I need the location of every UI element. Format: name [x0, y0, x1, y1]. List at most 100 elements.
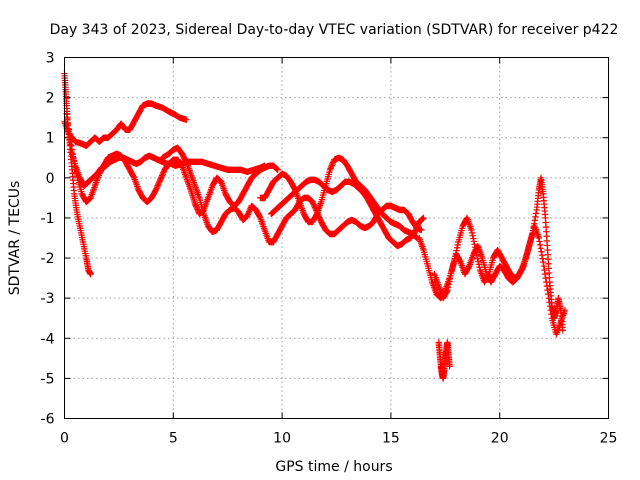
data-point	[73, 168, 80, 176]
data-point	[64, 115, 71, 123]
x-tick-label: 0	[60, 431, 69, 447]
data-points	[61, 70, 569, 382]
data-point	[183, 116, 190, 123]
data-point	[69, 150, 76, 157]
data-point	[411, 228, 419, 236]
data-point	[311, 202, 318, 210]
data-point	[414, 221, 422, 229]
series-arc-h	[415, 174, 567, 334]
data-point	[538, 248, 545, 255]
data-point	[471, 241, 478, 248]
x-tick-label: 20	[491, 431, 509, 447]
data-point	[470, 238, 478, 245]
y-tick-label: -2	[41, 251, 55, 267]
data-point	[444, 284, 452, 291]
data-point	[418, 226, 425, 234]
data-point	[468, 226, 475, 234]
chart-title: Day 343 of 2023, Sidereal Day-to-day VTE…	[50, 22, 619, 38]
data-point	[327, 165, 334, 172]
data-point	[535, 234, 543, 242]
data-point	[540, 262, 548, 270]
data-point	[68, 142, 75, 149]
data-point	[443, 288, 451, 295]
data-point	[153, 185, 160, 192]
data-point	[73, 171, 81, 179]
data-point	[547, 307, 554, 314]
data-point	[541, 266, 548, 274]
data-point	[446, 275, 454, 282]
data-point	[453, 244, 461, 251]
x-axis-label: GPS time / hours	[275, 459, 392, 475]
data-point	[561, 307, 569, 314]
data-point	[71, 160, 78, 167]
data-point	[412, 227, 419, 234]
data-point	[532, 210, 540, 217]
data-point	[544, 290, 552, 298]
data-point	[244, 212, 251, 220]
data-point	[155, 179, 163, 186]
y-tick-label: -1	[41, 211, 55, 227]
data-point	[446, 363, 453, 370]
data-point	[544, 286, 551, 294]
y-tick-label: -5	[41, 371, 55, 387]
data-point	[465, 264, 472, 271]
data-point	[193, 205, 201, 212]
data-point	[448, 269, 455, 277]
data-point	[274, 166, 281, 174]
data-point	[246, 207, 253, 214]
x-tick-label: 10	[273, 431, 291, 447]
data-point	[531, 217, 539, 224]
data-point	[328, 163, 335, 171]
data-point	[329, 160, 336, 168]
y-tick-label: 1	[46, 131, 55, 147]
data-point	[152, 186, 160, 194]
data-point	[87, 270, 94, 278]
data-point	[68, 146, 76, 153]
data-point	[414, 223, 421, 230]
data-point	[66, 130, 73, 137]
data-point	[546, 302, 554, 310]
data-point	[316, 215, 324, 223]
data-point	[192, 202, 199, 209]
y-axis-label: SDTVAR / TECUs	[7, 181, 23, 296]
data-point	[70, 157, 78, 164]
axis-ticks: 0 5 10 15 20 25 -6 -5 -4 -3 -2 -1 0 1 2 3	[41, 51, 618, 447]
data-point	[545, 294, 553, 302]
data-point	[158, 173, 165, 181]
data-point	[447, 272, 454, 280]
data-point	[537, 245, 544, 252]
data-point	[446, 278, 453, 285]
data-point	[245, 208, 253, 215]
series-arc-c	[63, 110, 268, 190]
data-point	[70, 154, 77, 161]
data-point	[539, 255, 546, 262]
series-arc-j	[435, 339, 453, 382]
plot-frame	[64, 57, 609, 419]
data-point	[413, 224, 420, 231]
y-tick-label: 0	[46, 171, 55, 187]
data-point	[420, 214, 427, 222]
data-point	[540, 258, 547, 266]
y-tick-label: -3	[41, 291, 55, 307]
data-point	[153, 183, 161, 191]
data-point	[64, 120, 72, 128]
x-tick-label: 5	[169, 431, 178, 447]
data-point	[245, 209, 252, 217]
series-arc-b	[61, 100, 190, 149]
data-point	[256, 213, 263, 220]
data-point	[309, 200, 317, 207]
y-tick-label: -4	[41, 331, 55, 347]
data-point	[160, 169, 167, 176]
data-point	[542, 274, 549, 282]
data-point	[543, 282, 551, 290]
data-point	[130, 173, 137, 180]
data-point	[469, 232, 476, 239]
data-point	[71, 163, 79, 170]
series-arc-i	[431, 222, 569, 338]
series-arc-f	[257, 154, 421, 242]
data-point	[182, 157, 189, 164]
data-point	[328, 162, 336, 169]
data-point	[456, 257, 464, 265]
data-point	[543, 278, 550, 286]
